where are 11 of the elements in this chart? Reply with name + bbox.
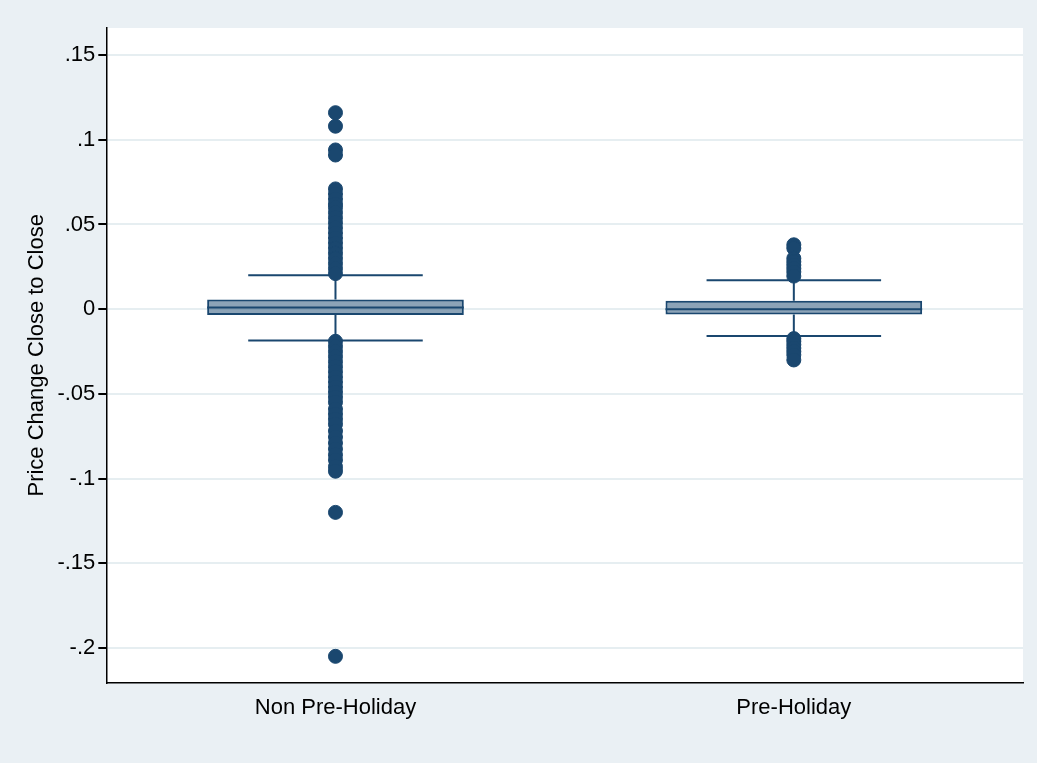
y-tick-label: -.15: [57, 549, 96, 575]
y-tick-label: .05: [64, 210, 96, 236]
x-tick-label: Pre-Holiday: [736, 693, 852, 719]
x-tick-label: Non Pre-Holiday: [254, 693, 417, 719]
y-tick-label: 0: [83, 295, 96, 321]
y-tick-label: -.2: [69, 633, 96, 659]
y-tick-label: .15: [64, 41, 96, 67]
y-tick-label: -.1: [69, 464, 96, 490]
y-axis-title: Price Change Close to Close: [23, 214, 49, 497]
y-tick-label: .1: [76, 125, 96, 151]
y-tick-label: -.05: [57, 379, 96, 405]
